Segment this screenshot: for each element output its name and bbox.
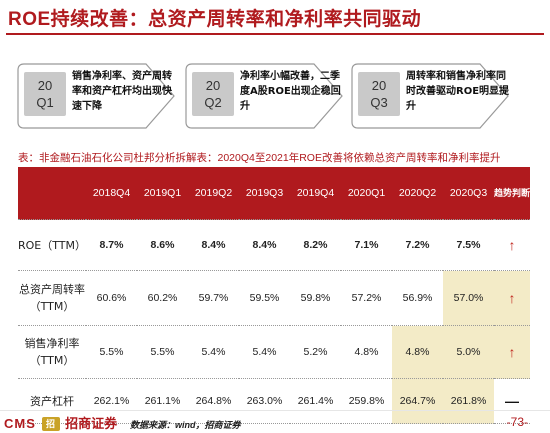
step-badge: 20 Q2 [192,72,234,116]
dupont-table: 2018Q4 2019Q1 2019Q2 2019Q3 2019Q4 2020Q… [18,167,530,424]
table-cell: 5.5% [86,325,137,379]
row-label: 总资产周转率（TTM） [18,270,86,326]
column-header: 2019Q3 [239,167,290,220]
step-20q3: 20 Q3 周转率和销售净利率同时改善驱动ROE明显提升 [348,58,514,134]
column-header: 2019Q4 [290,167,341,220]
trend-flat-icon: — [494,378,530,424]
data-source: 数据来源：wind，招商证券 [130,420,241,430]
table-cell: 261.1% [137,378,188,424]
table-row-asset-turnover: 总资产周转率（TTM） 60.6% 60.2% 59.7% 59.5% 59.8… [18,270,530,326]
column-header: 2020Q3 [443,167,494,220]
table-cell: 4.8% [341,325,392,379]
trend-header: 趋势判断 [494,167,530,220]
page-number: -73- [506,415,528,429]
logo-mark-icon: 招 [41,417,60,431]
table-cell: 5.2% [290,325,341,379]
page-title: ROE持续改善：总资产周转率和净利率共同驱动 [8,9,422,30]
row-label: ROE（TTM） [18,219,86,271]
step-20q2: 20 Q2 净利率小幅改善，二季度A股ROE出现企稳回升 [182,58,348,134]
table-cell: 8.2% [290,219,341,271]
table-row-net-margin: 销售净利率（TTM） 5.5% 5.5% 5.4% 5.4% 5.2% 4.8%… [18,325,530,379]
table-cell: 264.8% [188,378,239,424]
step-description: 净利率小幅改善，二季度A股ROE出现企稳回升 [240,71,341,112]
trend-up-icon: ↑ [494,325,530,379]
table-cell: 8.6% [137,219,188,271]
column-header: 2020Q2 [392,167,443,220]
table-cell: 57.2% [341,270,392,326]
table-cell: 60.2% [137,270,188,326]
table-cell: 7.1% [341,219,392,271]
table-cell: 8.7% [86,219,137,271]
highlighted-cell: 4.8% [392,325,443,379]
table-cell: 263.0% [239,378,290,424]
company-logo: CMS 招 招商证券 [4,413,117,432]
table-row-leverage: 资产杠杆 262.1% 261.1% 264.8% 263.0% 261.4% … [18,378,530,424]
step-badge: 20 Q1 [24,72,66,116]
logo-chinese: 招商证券 [65,416,118,431]
header-corner [18,167,86,220]
table-cell: 8.4% [239,219,290,271]
table-cell: 56.9% [392,270,443,326]
trend-up-icon: ↑ [494,270,530,326]
row-label: 资产杠杆 [18,378,86,424]
table-row-roe: ROE（TTM） 8.7% 8.6% 8.4% 8.4% 8.2% 7.1% 7… [18,219,530,271]
table-cell: 59.5% [239,270,290,326]
highlighted-cell: 264.7% [392,378,443,424]
step-badge: 20 Q3 [358,72,400,116]
trend-up-icon: ↑ [494,219,530,271]
table-header-row: 2018Q4 2019Q1 2019Q2 2019Q3 2019Q4 2020Q… [18,167,530,220]
row-label: 销售净利率（TTM） [18,325,86,379]
step-description: 周转率和销售净利率同时改善驱动ROE明显提升 [406,71,510,112]
step-20q1: 20 Q1 销售净利率、资产周转率和资产杠杆均出现快速下降 [14,58,180,134]
column-header: 2020Q1 [341,167,392,220]
table-cell: 261.4% [290,378,341,424]
column-header: 2018Q4 [86,167,137,220]
table-cell: 7.2% [392,219,443,271]
footer-divider [0,410,550,411]
column-header: 2019Q1 [137,167,188,220]
table-cell: 7.5% [443,219,494,271]
highlighted-cell: 57.0% [443,270,494,326]
table-cell: 59.8% [290,270,341,326]
step-description: 销售净利率、资产周转率和资产杠杆均出现快速下降 [72,71,172,112]
title-divider [6,33,544,35]
column-header: 2019Q2 [188,167,239,220]
table-cell: 5.4% [239,325,290,379]
table-cell: 8.4% [188,219,239,271]
logo-latin: CMS [4,416,36,431]
table-cell: 259.8% [341,378,392,424]
table-cell: 60.6% [86,270,137,326]
table-cell: 59.7% [188,270,239,326]
table-cell: 262.1% [86,378,137,424]
highlighted-cell: 5.0% [443,325,494,379]
highlighted-cell: 261.8% [443,378,494,424]
table-cell: 5.5% [137,325,188,379]
table-caption: 表：非金融石油石化公司杜邦分析拆解表：2020Q4至2021年ROE改善将依赖总… [18,152,501,164]
table-cell: 5.4% [188,325,239,379]
